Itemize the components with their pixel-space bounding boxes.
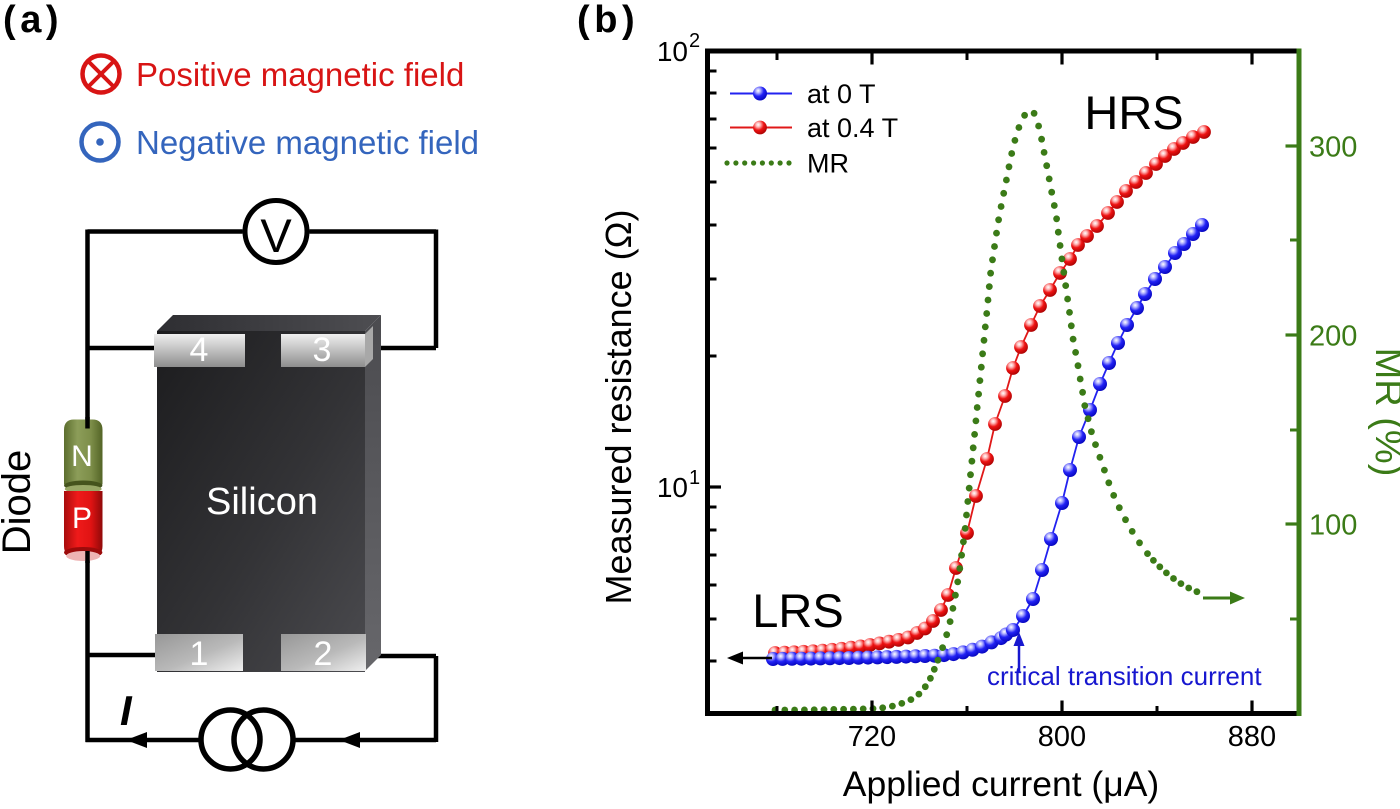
svg-text:800: 800 <box>1038 721 1086 753</box>
svg-text:720: 720 <box>848 721 896 753</box>
svg-text:1: 1 <box>190 635 209 673</box>
svg-text:MR: MR <box>807 149 849 179</box>
svg-text:I: I <box>120 687 133 734</box>
svg-text:P: P <box>72 502 92 535</box>
svg-text:Positive magnetic field: Positive magnetic field <box>136 56 464 93</box>
svg-text:4: 4 <box>190 331 209 369</box>
svg-text:at 0 T: at 0 T <box>807 79 876 109</box>
svg-text:200: 200 <box>1309 321 1357 353</box>
svg-text:HRS: HRS <box>1084 86 1183 139</box>
svg-text:critical transition current: critical transition current <box>987 661 1262 691</box>
svg-text:1: 1 <box>689 467 700 489</box>
svg-text:2: 2 <box>689 30 700 52</box>
svg-text:Diode: Diode <box>0 450 39 555</box>
svg-text:Measured resistance (Ω): Measured resistance (Ω) <box>598 209 639 604</box>
svg-text:10: 10 <box>657 36 688 67</box>
svg-text:( b ): ( b ) <box>577 0 633 41</box>
svg-text:100: 100 <box>1309 510 1357 542</box>
svg-text:N: N <box>71 440 93 473</box>
svg-text:Applied current (μA): Applied current (μA) <box>843 764 1159 804</box>
svg-text:MR (%): MR (%) <box>1367 348 1400 477</box>
svg-text:Negative magnetic field: Negative magnetic field <box>136 124 479 161</box>
svg-text:( a ): ( a ) <box>3 0 57 41</box>
svg-text:V: V <box>260 209 292 262</box>
svg-text:300: 300 <box>1309 132 1357 164</box>
svg-text:3: 3 <box>313 331 332 369</box>
svg-text:880: 880 <box>1228 721 1276 753</box>
svg-text:10: 10 <box>657 472 688 503</box>
svg-text:Silicon: Silicon <box>206 481 318 523</box>
svg-text:LRS: LRS <box>752 584 843 637</box>
svg-text:at 0.4 T: at 0.4 T <box>807 113 898 143</box>
svg-text:2: 2 <box>314 635 333 673</box>
